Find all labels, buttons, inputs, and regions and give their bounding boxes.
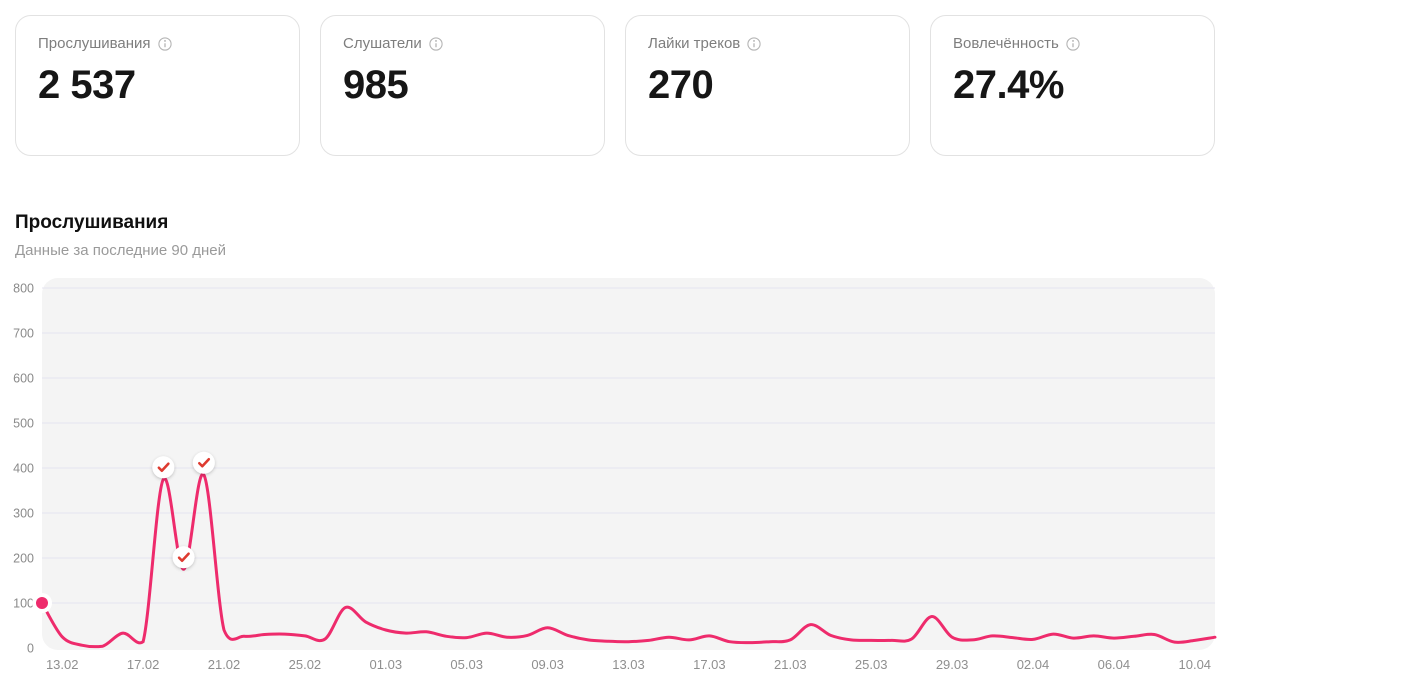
x-axis: 13.02 17.02 21.02 25.02 01.03 05.03 09.03 13.03… xyxy=(46,657,1211,672)
y-axis-tick-label: 700 xyxy=(13,327,34,341)
stats-cards-row: Прослушивания 2 537 Слушатели 985 Лайки … xyxy=(15,15,1215,156)
y-axis-tick-label: 400 xyxy=(13,462,34,476)
x-axis-tick-label: 10.04 xyxy=(1179,657,1212,672)
x-axis-tick-label: 17.03 xyxy=(693,657,726,672)
info-icon[interactable] xyxy=(157,36,172,51)
stat-card-value: 27.4% xyxy=(953,63,1064,107)
listens-chart[interactable]: 0 100 200 300 400 500 600 700 800 13.02 17.02 21.02… xyxy=(0,275,1260,691)
chart-section-header: Прослушивания Данные за последние 90 дне… xyxy=(15,212,226,259)
stat-card-value: 2 537 xyxy=(38,63,136,107)
chart-subtitle: Данные за последние 90 дней xyxy=(15,241,227,259)
y-axis-tick-label: 0 xyxy=(27,642,34,656)
stat-card-listens: Прослушивания 2 537 xyxy=(15,15,300,156)
check-icon xyxy=(197,457,211,468)
y-grid: 0 100 200 300 400 500 600 700 800 xyxy=(13,282,1215,656)
x-axis-tick-label: 13.03 xyxy=(612,657,645,672)
info-icon[interactable] xyxy=(429,36,443,51)
stat-card-value: 270 xyxy=(648,63,714,107)
y-axis-tick-label: 500 xyxy=(13,417,34,431)
y-axis-tick-label: 600 xyxy=(13,372,34,386)
x-axis-tick-label: 06.04 xyxy=(1098,657,1131,672)
y-axis-tick-label: 300 xyxy=(13,507,34,521)
stat-card-track-likes: Лайки треков 270 xyxy=(625,15,910,156)
x-axis-tick-label: 25.03 xyxy=(855,657,888,672)
check-icon xyxy=(157,462,170,473)
x-axis-tick-label: 25.02 xyxy=(289,657,322,672)
chart-line[interactable] xyxy=(40,473,1217,649)
y-axis-tick-label: 800 xyxy=(13,282,34,296)
stat-card-label: Лайки треков xyxy=(648,35,741,52)
x-axis-tick-label: 17.02 xyxy=(127,657,160,672)
stat-card-engagement: Вовлечённость 27.4% xyxy=(930,15,1215,156)
y-axis-tick-label: 200 xyxy=(13,552,34,566)
stat-card-label: Вовлечённость xyxy=(953,35,1059,52)
x-axis-tick-label: 01.03 xyxy=(370,657,403,672)
info-icon[interactable] xyxy=(1066,36,1080,51)
stat-card-listeners: Слушатели 985 xyxy=(320,15,605,156)
plot-background[interactable] xyxy=(42,278,1215,650)
check-icon xyxy=(177,552,190,563)
x-axis-tick-label: 21.03 xyxy=(774,657,807,672)
chart-title: Прослушивания xyxy=(15,212,169,233)
y-axis-tick-label: 100 xyxy=(13,597,34,611)
selected-point-marker[interactable] xyxy=(32,593,52,613)
x-axis-tick-label: 13.02 xyxy=(46,657,79,672)
x-axis-tick-label: 05.03 xyxy=(450,657,483,672)
release-marker[interactable] xyxy=(192,451,215,474)
x-axis-tick-label: 29.03 xyxy=(936,657,969,672)
stat-card-label: Слушатели xyxy=(343,35,422,52)
x-axis-tick-label: 09.03 xyxy=(531,657,564,672)
x-axis-tick-label: 02.04 xyxy=(1017,657,1050,672)
stat-card-value: 985 xyxy=(343,63,409,107)
info-icon[interactable] xyxy=(747,36,761,51)
stat-card-label: Прослушивания xyxy=(38,35,151,52)
release-marker[interactable] xyxy=(152,456,175,479)
x-axis-tick-label: 21.02 xyxy=(208,657,241,672)
release-marker[interactable] xyxy=(172,546,195,569)
